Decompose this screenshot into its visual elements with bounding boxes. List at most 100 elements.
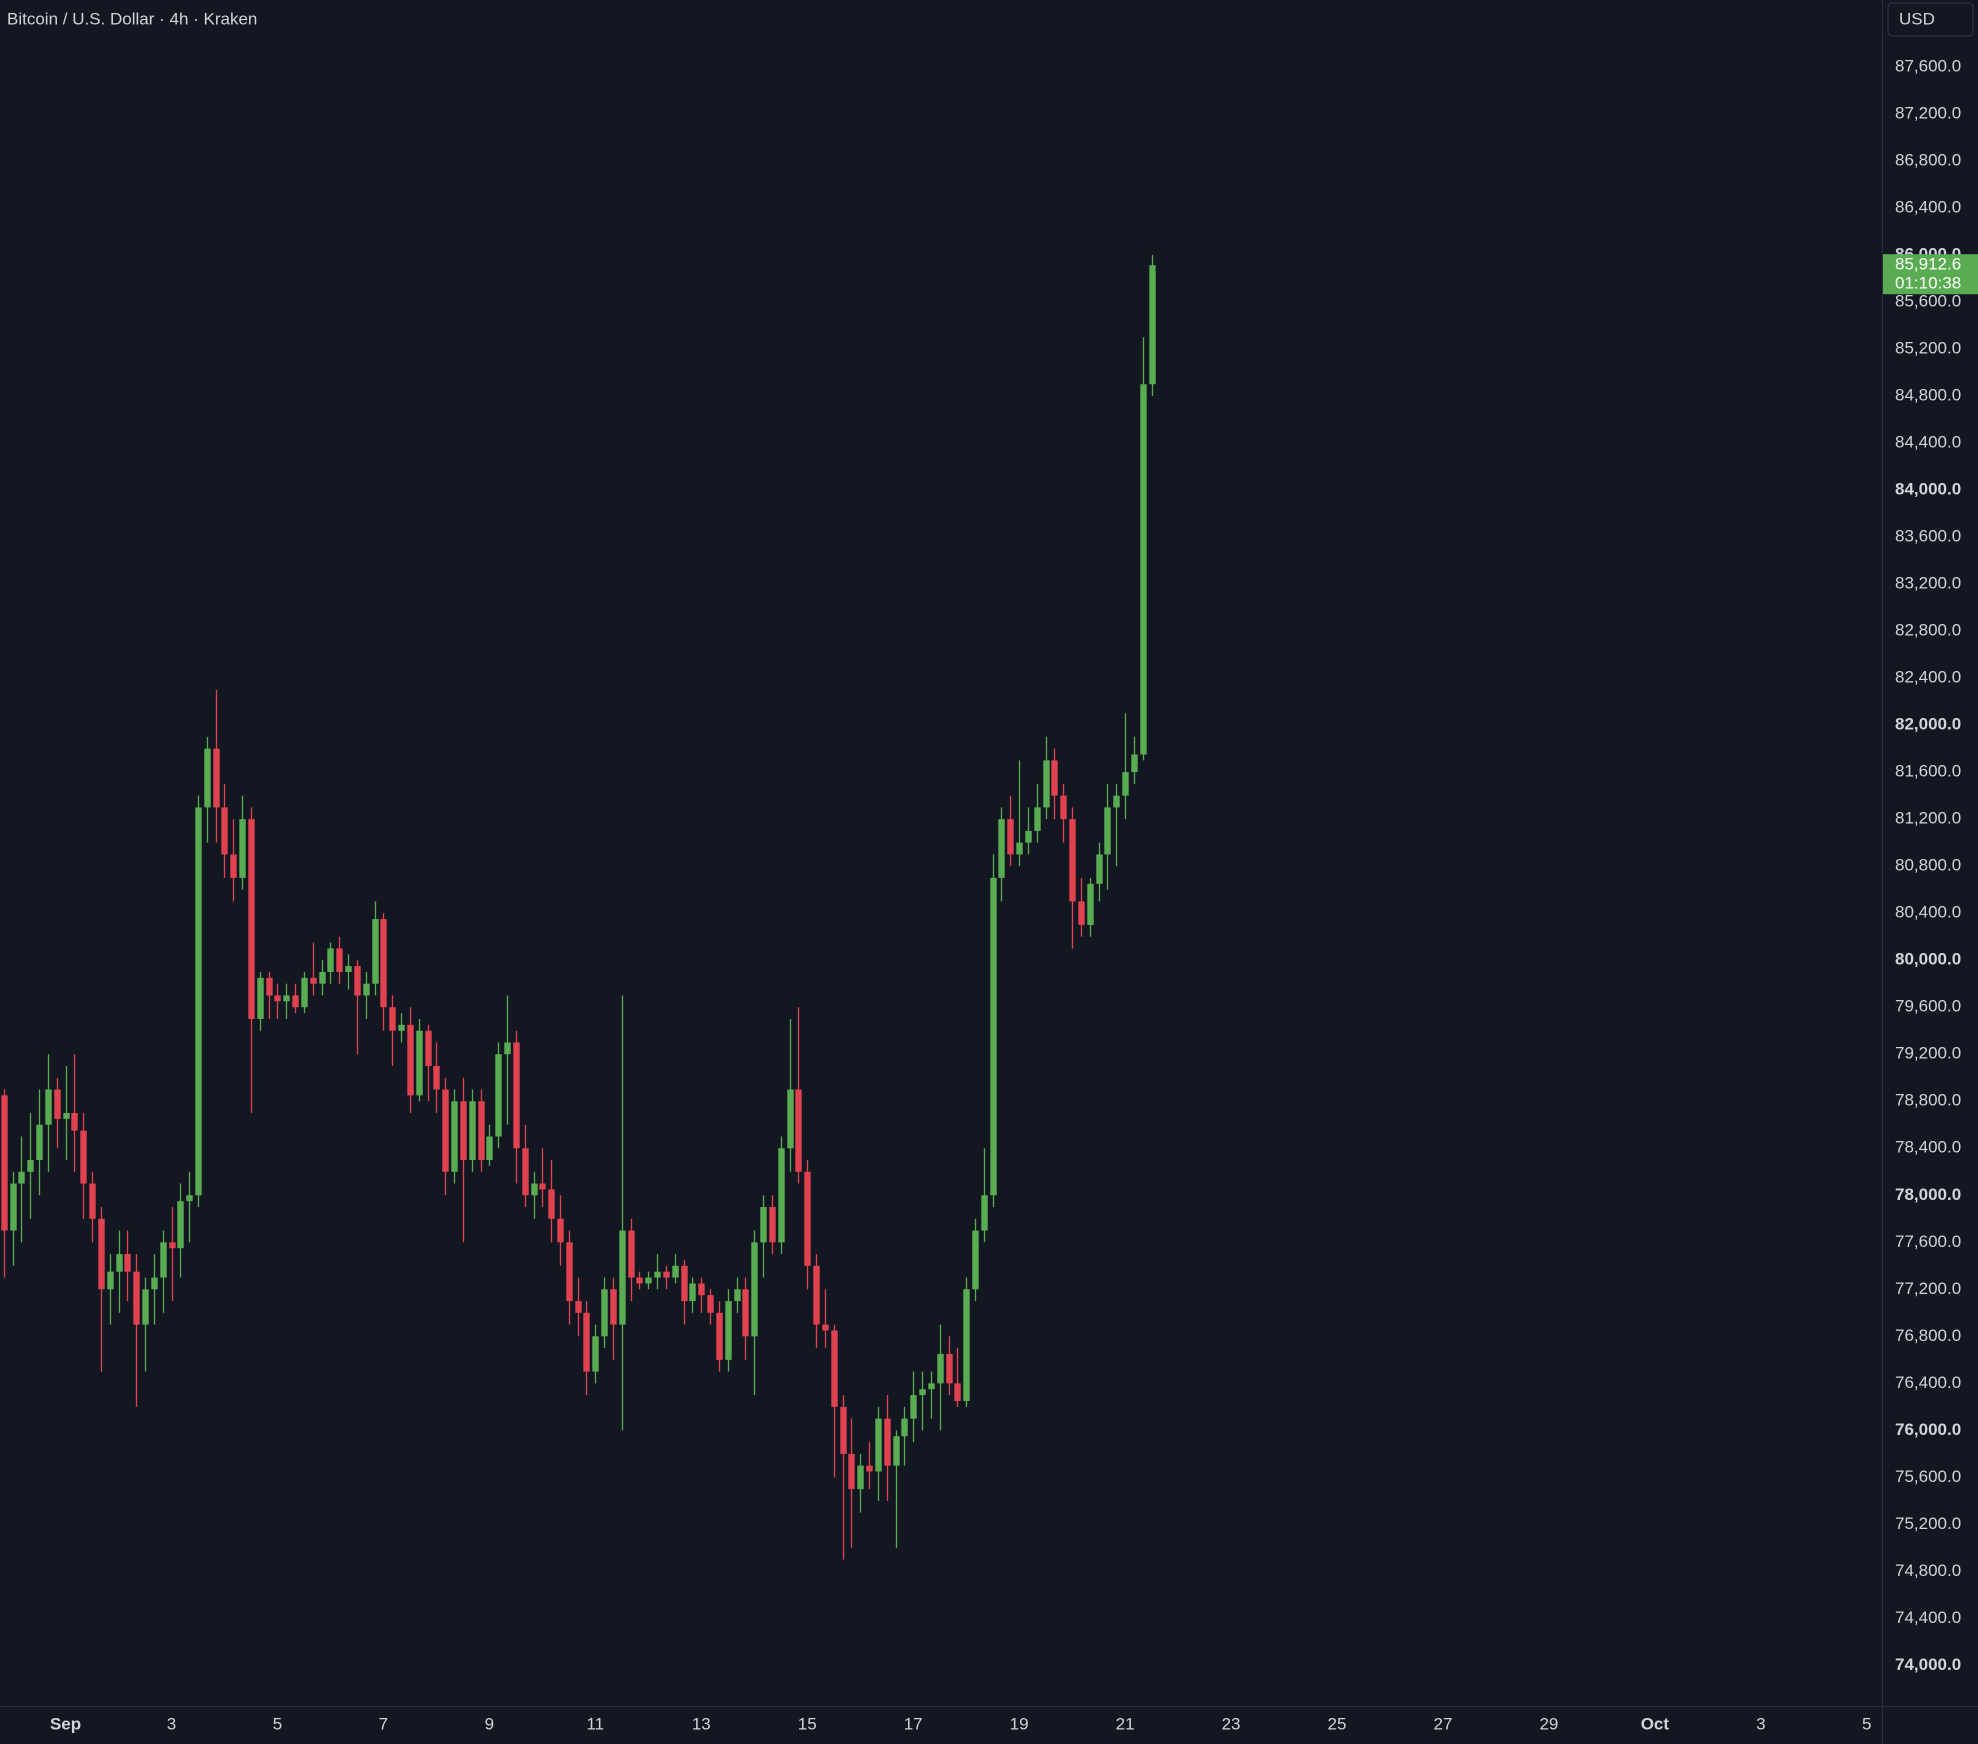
y-tick-label: 87,600.0: [1895, 56, 1961, 75]
candle-body: [442, 1089, 449, 1172]
candle-body: [1, 1095, 8, 1231]
x-tick-label: 19: [1010, 1714, 1029, 1733]
candle-body: [1087, 883, 1094, 925]
candle-body: [221, 807, 228, 855]
candle-body: [707, 1295, 714, 1313]
candle-body: [742, 1289, 749, 1337]
candle-body: [822, 1324, 829, 1331]
axes: 74,000.0 74,400.0 74,800.0 75,200.0 75,600.0…: [50, 56, 1961, 1733]
candle-body: [928, 1383, 935, 1390]
y-tick-label: 84,800.0: [1895, 385, 1961, 404]
x-tick-label: 21: [1116, 1714, 1135, 1733]
y-tick-label: 79,600.0: [1895, 997, 1961, 1016]
chart-title: Bitcoin / U.S. Dollar · 4h · Kraken: [7, 9, 257, 28]
currency-label[interactable]: USD: [1899, 9, 1935, 28]
candle-body: [998, 819, 1005, 878]
candle-body: [636, 1277, 643, 1284]
candle-body: [548, 1189, 555, 1219]
candle-body: [946, 1353, 953, 1384]
candle-body: [310, 977, 317, 984]
candle-body: [539, 1183, 546, 1190]
candle-body: [663, 1271, 670, 1278]
y-tick-label: 86,400.0: [1895, 197, 1961, 216]
candle-body: [619, 1230, 626, 1325]
y-tick-label: 78,000.0: [1895, 1185, 1961, 1204]
y-tick-label: 75,600.0: [1895, 1467, 1961, 1486]
y-tick-label: 78,400.0: [1895, 1138, 1961, 1157]
candle-body: [831, 1330, 838, 1407]
candle-body: [760, 1207, 767, 1243]
x-tick-label: 29: [1539, 1714, 1558, 1733]
y-tick-label: 74,400.0: [1895, 1608, 1961, 1627]
candle-body: [133, 1271, 140, 1325]
candle-body: [795, 1089, 802, 1172]
candle-body: [531, 1183, 538, 1196]
x-tick-label: 15: [798, 1714, 817, 1733]
candle-body: [566, 1242, 573, 1302]
candle-body: [27, 1160, 34, 1172]
candle-body: [734, 1289, 741, 1302]
candle-body: [901, 1418, 908, 1437]
candle-body: [63, 1113, 70, 1119]
x-tick-label: 23: [1222, 1714, 1241, 1733]
y-tick-label: 82,000.0: [1895, 715, 1961, 734]
x-tick-label: 3: [1756, 1714, 1765, 1733]
candle-body: [972, 1230, 979, 1290]
x-tick-label: 3: [167, 1714, 176, 1733]
y-tick-label: 78,800.0: [1895, 1091, 1961, 1110]
candle-body: [89, 1183, 96, 1219]
candle-body: [495, 1054, 502, 1137]
y-tick-label: 74,000.0: [1895, 1655, 1961, 1674]
y-tick-label: 74,800.0: [1895, 1561, 1961, 1580]
x-tick-label: 5: [273, 1714, 282, 1733]
candle-body: [363, 983, 370, 996]
y-tick-label: 81,200.0: [1895, 809, 1961, 828]
candle-body: [1149, 265, 1156, 385]
x-tick-label: 7: [379, 1714, 388, 1733]
candle-body: [389, 1007, 396, 1031]
candle-body: [345, 966, 352, 972]
x-tick-label: 13: [692, 1714, 711, 1733]
candle-body: [160, 1242, 167, 1278]
countdown-label: 01:10:38: [1895, 274, 1961, 293]
candle-body: [954, 1383, 961, 1401]
candle-body: [274, 995, 281, 1002]
candle-body: [645, 1277, 652, 1284]
x-tick-label: 11: [586, 1714, 604, 1733]
currency-button[interactable]: [1887, 2, 1974, 37]
y-tick-label: 79,200.0: [1895, 1044, 1961, 1063]
candle-body: [681, 1265, 688, 1302]
candle-body: [919, 1389, 926, 1396]
candle-body: [204, 748, 211, 808]
candle-body: [601, 1289, 608, 1337]
candle-body: [425, 1030, 432, 1066]
candle-body: [513, 1042, 520, 1149]
candle-body: [751, 1242, 758, 1337]
candle-body: [451, 1101, 458, 1172]
y-tick-label: 75,200.0: [1895, 1514, 1961, 1533]
y-tick-label: 80,000.0: [1895, 950, 1961, 969]
candle-body: [1122, 772, 1129, 796]
y-tick-label: 82,400.0: [1895, 668, 1961, 687]
y-tick-label: 80,400.0: [1895, 903, 1961, 922]
candle-body: [778, 1148, 785, 1243]
candle-body: [1051, 760, 1058, 796]
candle-body: [857, 1465, 864, 1490]
candle-body: [239, 819, 246, 878]
last-price-label: 85,912.6: [1895, 255, 1961, 274]
y-tick-label: 86,800.0: [1895, 150, 1961, 169]
candle-body: [1104, 807, 1111, 855]
candle-body: [1069, 819, 1076, 902]
y-tick-label: 82,800.0: [1895, 621, 1961, 640]
candle-body: [990, 877, 997, 1196]
candle-body: [725, 1301, 732, 1360]
candle-body: [1025, 830, 1032, 843]
x-tick-label: 9: [485, 1714, 494, 1733]
candle-body: [1096, 854, 1103, 884]
x-tick-label: Sep: [50, 1714, 81, 1733]
candle-body: [98, 1218, 105, 1290]
candle-body: [469, 1101, 476, 1161]
candle-body: [257, 977, 264, 1019]
candle-body: [416, 1030, 423, 1096]
